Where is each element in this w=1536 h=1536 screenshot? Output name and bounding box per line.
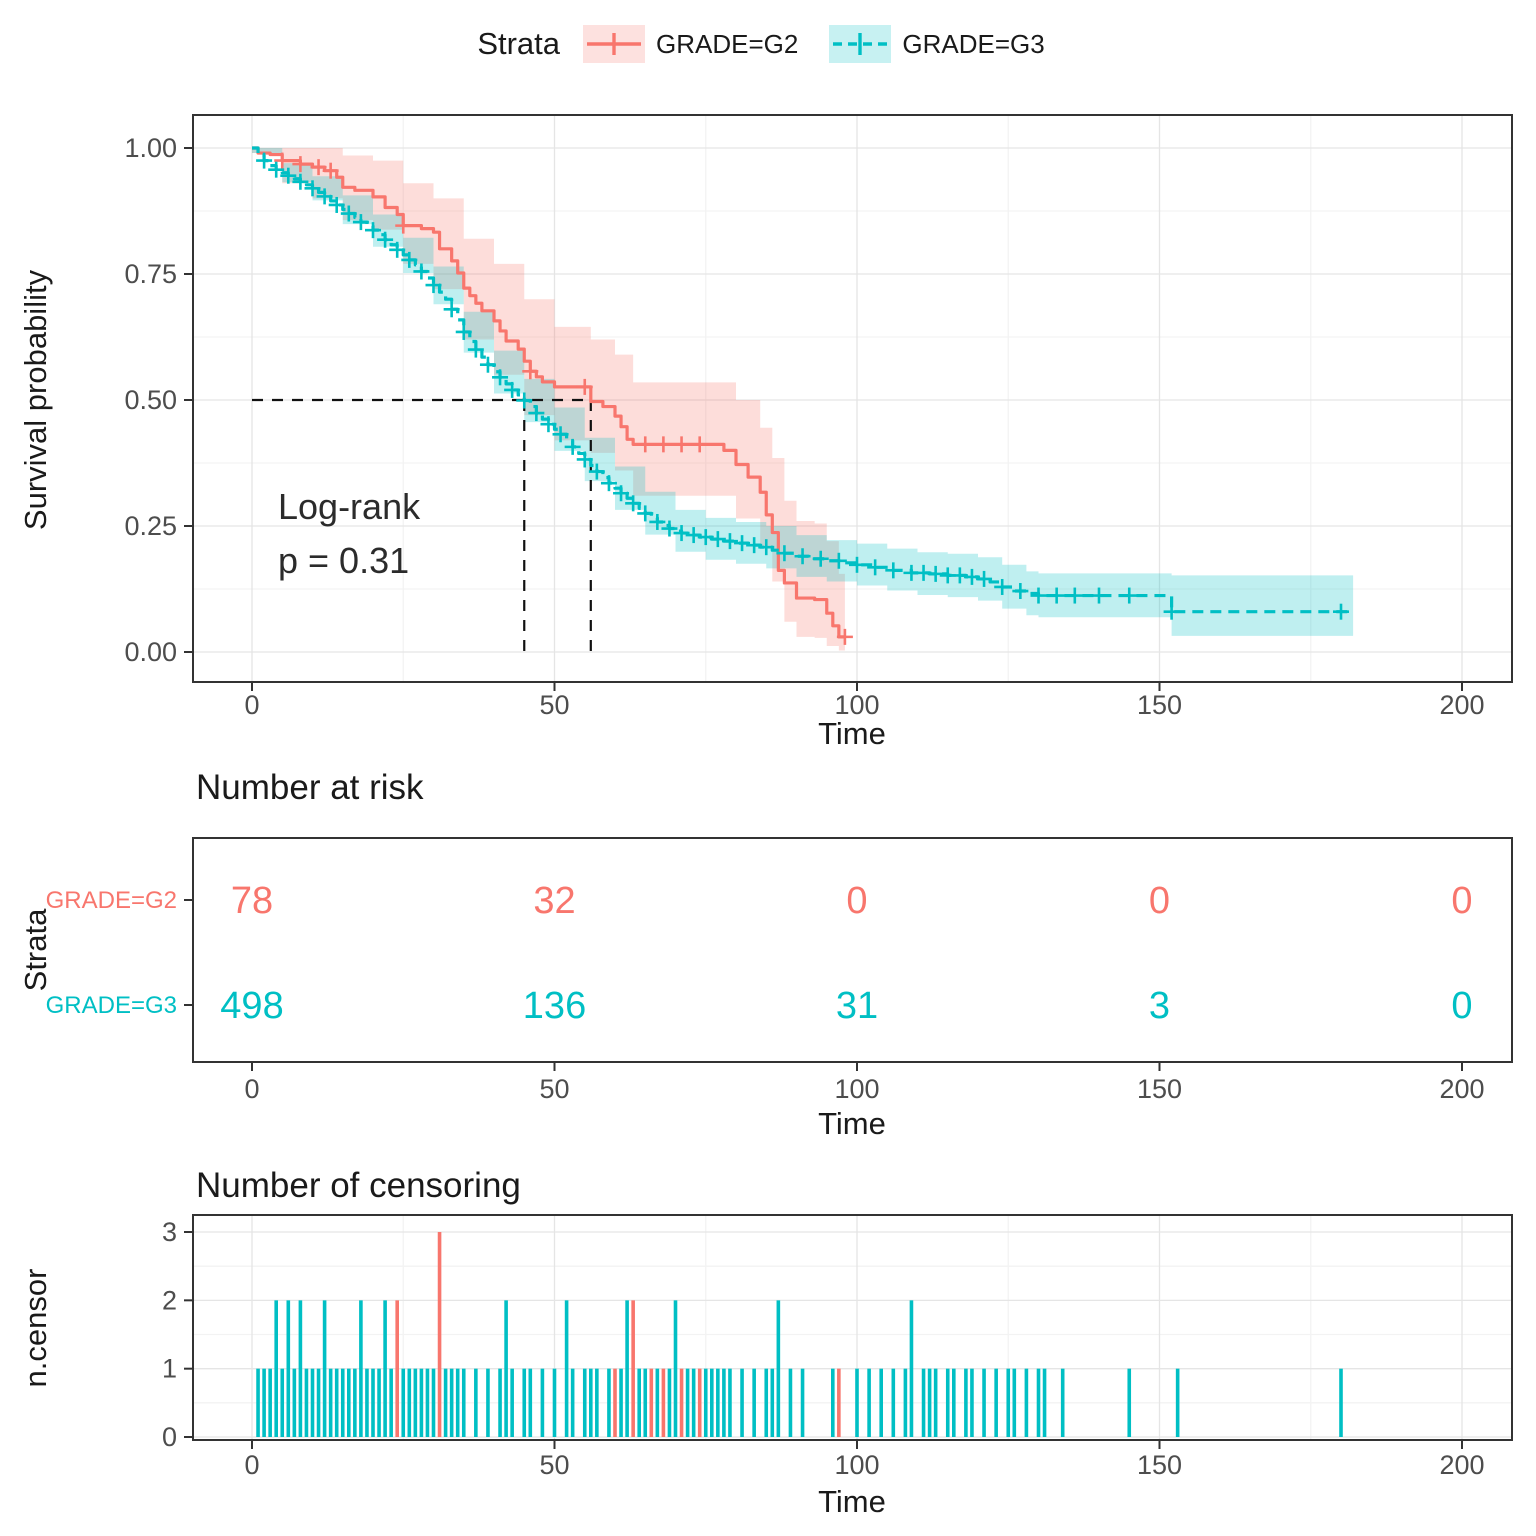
svg-text:0: 0 (244, 1450, 259, 1480)
svg-text:200: 200 (1439, 1450, 1484, 1480)
svg-text:0: 0 (244, 1074, 259, 1104)
censoring-plot-title: Number of censoring (196, 1166, 521, 1205)
survival-curve-plot: 0 50 100 150 200 0.00 0.25 0.50 0.75 1.00 (124, 114, 1513, 720)
svg-text:32: 32 (533, 880, 575, 922)
svg-text:100: 100 (834, 1074, 879, 1104)
legend-key-g2-icon (583, 25, 646, 63)
legend-label-g2: GRADE=G2 (656, 28, 799, 59)
number-of-censoring-plot: 0 50 100 150 200 0 1 2 3 (162, 1214, 1513, 1480)
svg-text:150: 150 (1137, 1450, 1182, 1480)
svg-text:100: 100 (834, 1450, 879, 1480)
svg-text:136: 136 (523, 985, 586, 1027)
svg-text:0: 0 (1451, 985, 1472, 1027)
svg-text:150: 150 (1137, 1074, 1182, 1104)
risk-table-title: Number at risk (196, 768, 424, 807)
svg-text:0.50: 0.50 (124, 385, 177, 415)
svg-text:1: 1 (162, 1354, 177, 1384)
svg-text:0.00: 0.00 (124, 637, 177, 667)
svg-text:0: 0 (846, 880, 867, 922)
svg-text:150: 150 (1137, 690, 1182, 720)
svg-text:0: 0 (1149, 880, 1170, 922)
x-axis-title-time-risk: Time (818, 1106, 886, 1141)
svg-text:200: 200 (1439, 690, 1484, 720)
logrank-line2: p = 0.31 (278, 540, 410, 581)
legend-key-g3-icon (829, 25, 892, 63)
legend-label-g3: GRADE=G3 (902, 28, 1045, 59)
svg-text:0.75: 0.75 (124, 259, 177, 289)
legend-item-grade-g2: GRADE=G2 (582, 24, 798, 64)
svg-text:498: 498 (220, 985, 283, 1027)
svg-text:3: 3 (1149, 985, 1170, 1027)
x-axis-title-time-km: Time (818, 716, 886, 751)
svg-text:1.00: 1.00 (124, 133, 177, 163)
logrank-annotation: Log-rank p = 0.31 (278, 480, 420, 588)
legend: Strata GRADE=G2 GRADE=G3 (0, 24, 1536, 64)
svg-text:50: 50 (539, 1074, 569, 1104)
svg-text:50: 50 (539, 690, 569, 720)
svg-text:0.25: 0.25 (124, 511, 177, 541)
svg-text:GRADE=G2: GRADE=G2 (46, 887, 177, 914)
svg-text:3: 3 (162, 1217, 177, 1247)
svg-text:2: 2 (162, 1285, 177, 1315)
svg-text:0: 0 (244, 690, 259, 720)
logrank-line1: Log-rank (278, 486, 421, 527)
svg-text:0: 0 (1451, 880, 1472, 922)
number-at-risk-table: GRADE=G2 78 32 0 0 0 GRADE=G3 498 136 31 3 0 0 50 100 1… (46, 837, 1513, 1104)
legend-title: Strata (477, 26, 561, 61)
svg-text:GRADE=G3: GRADE=G3 (46, 992, 177, 1019)
svg-text:31: 31 (836, 985, 878, 1027)
svg-text:78: 78 (231, 880, 273, 922)
svg-text:50: 50 (539, 1450, 569, 1480)
svg-text:0: 0 (162, 1422, 177, 1452)
legend-item-grade-g3: GRADE=G3 (828, 24, 1045, 64)
svg-text:100: 100 (834, 690, 879, 720)
svg-text:200: 200 (1439, 1074, 1484, 1104)
x-axis-title-time-censor: Time (818, 1484, 886, 1519)
